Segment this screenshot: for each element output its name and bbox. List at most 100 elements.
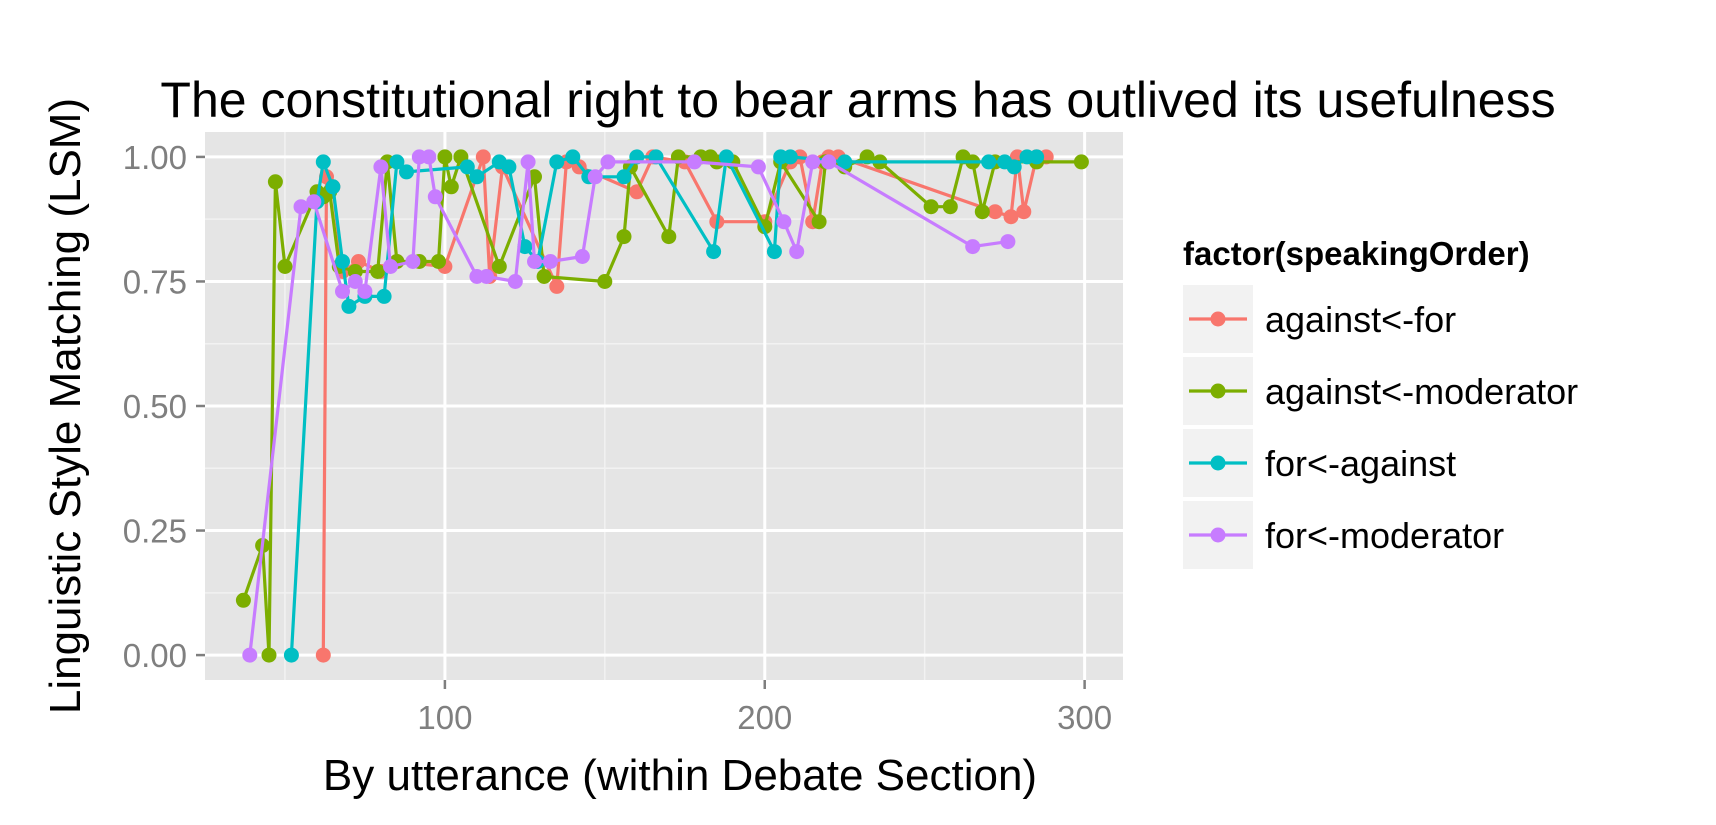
data-point [501,159,517,175]
legend-label: for<-moderator [1265,515,1504,556]
legend-item-for-from-against: for<-against [1183,429,1456,497]
data-point [469,169,485,185]
data-point [443,179,459,195]
data-point [750,159,766,175]
data-point [261,647,277,663]
data-point [942,199,958,215]
data-point [431,254,446,269]
data-point [1016,204,1032,220]
data-point [600,154,616,170]
data-point [587,169,603,185]
data-point [405,254,421,269]
data-point [373,159,389,175]
legend-label: against<-moderator [1265,371,1578,412]
data-point [661,229,677,245]
data-point [616,169,632,185]
data-point [383,259,398,274]
data-point [491,259,507,274]
data-point [376,288,392,304]
data-point [427,189,443,205]
series-for-from-moderator [242,149,1016,663]
data-point [536,269,552,284]
x-tick-label: 300 [1057,699,1112,736]
data-point [1003,209,1019,225]
x-tick-label: 200 [737,699,792,736]
data-point [776,214,792,230]
legend-key-point [1210,383,1226,399]
data-point [616,229,632,245]
data-point [974,204,990,220]
data-point [293,199,309,215]
data-point [370,264,386,279]
data-point [527,254,542,269]
chart-title: The constitutional right to bear arms ha… [160,72,1555,128]
data-point [1029,149,1045,165]
data-point [341,298,357,314]
data-point [242,647,258,663]
legend-key-point [1210,455,1226,471]
series-layer [235,149,1089,663]
legend-item-for-from-moderator: for<-moderator [1183,501,1504,569]
legend-key-point [1210,527,1226,543]
data-point [686,154,702,170]
data-point [1006,159,1022,175]
data-point [789,244,805,260]
data-point [335,254,350,269]
data-point [475,149,491,165]
y-tick-label: 0.50 [123,388,187,425]
data-point [335,283,350,299]
data-point [766,244,782,260]
data-point [565,149,581,165]
y-axis-title: Linguistic Style Matching (LSM) [41,98,90,714]
legend-item-against-from-for: against<-for [1183,285,1456,353]
legend-title: factor(speakingOrder) [1183,235,1530,272]
data-point [821,154,837,170]
data-point [597,274,613,289]
data-point [347,274,363,289]
data-point [520,154,536,170]
legend-item-against-from-moderator: against<-moderator [1183,357,1578,425]
data-point [837,154,853,170]
data-point [549,154,565,170]
data-point [306,194,322,210]
data-point [235,592,251,608]
data-point [479,269,494,284]
x-tick-label: 100 [417,699,472,736]
data-point [542,254,558,269]
data-point [437,149,453,165]
data-point [357,283,373,299]
data-point [811,214,827,230]
data-point [517,239,533,255]
data-point [805,154,821,170]
data-point [965,239,981,255]
data-point [981,154,997,170]
data-point [574,249,590,264]
y-tick-label: 0.00 [123,637,187,674]
data-point [389,154,405,170]
legend-label: for<-against [1265,443,1456,484]
data-point [421,149,437,165]
legend-label: against<-for [1265,299,1456,340]
data-point [718,149,734,165]
data-point [987,204,1003,220]
data-point [1000,234,1016,250]
data-point [283,647,299,663]
data-point [459,159,475,175]
y-tick-label: 1.00 [123,139,187,176]
data-point [315,154,331,170]
legend-key-point [1210,311,1226,327]
data-point [315,647,331,663]
legend: factor(speakingOrder) against<-foragains… [1183,235,1578,569]
data-point [267,174,283,190]
y-tick-label: 0.25 [123,513,187,550]
x-axis-title: By utterance (within Debate Section) [323,751,1037,800]
data-point [1073,154,1089,170]
data-point [782,149,798,165]
data-point [507,274,523,289]
y-tick-label: 0.75 [123,263,187,300]
data-point [923,199,939,215]
axis-ticks: 100 200 300 0.00 0.25 0.50 0.75 1.00 [123,139,1112,736]
data-point [325,179,341,195]
data-point [706,244,722,260]
legend-items: against<-for against<-moderator for<-again… [1183,285,1578,569]
